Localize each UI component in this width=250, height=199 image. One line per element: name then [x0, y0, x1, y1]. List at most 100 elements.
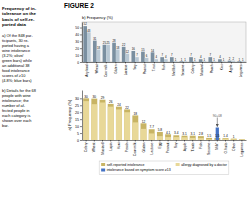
x-tick-label: Wheat [95, 64, 99, 73]
x-tick: Other [232, 140, 236, 151]
bar [231, 139, 237, 140]
data-label: 16 [132, 47, 136, 51]
x-tick: Mustard [101, 140, 105, 155]
bar [207, 140, 210, 141]
x-tick-mark [240, 62, 241, 64]
x-tick-label: Lactose [123, 64, 127, 75]
x-tick: Milk* [215, 140, 219, 150]
x-tick-label: Sesame [207, 142, 211, 155]
y-tick-label: 5 [77, 132, 79, 136]
data-label: 31 [93, 37, 97, 41]
x-tick-mark [135, 62, 136, 64]
legend-swatch [101, 163, 105, 166]
bar [231, 139, 237, 140]
x-tick-label: T.nut [152, 64, 156, 71]
bar [157, 132, 163, 140]
bar [208, 57, 212, 62]
legend-label: self-reported intolerance [107, 163, 145, 167]
bar [103, 45, 107, 62]
x-axis-line [83, 140, 247, 141]
bar [141, 52, 145, 62]
y-tick: 25 [75, 104, 82, 108]
x-tick-mark [159, 140, 160, 142]
bar [131, 51, 135, 62]
bar [134, 140, 137, 141]
x-tick-mark [127, 140, 128, 142]
bar [91, 99, 97, 140]
bar [116, 50, 120, 62]
x-tick-mark [192, 62, 193, 64]
bar [173, 137, 179, 140]
x-tick-mark [106, 62, 107, 64]
bar [83, 101, 89, 140]
data-label: 25 [107, 41, 111, 45]
bar [240, 140, 243, 141]
x-tick-mark [231, 62, 232, 64]
x-tick-label: Mustard [101, 142, 105, 154]
data-label: 22 [122, 43, 126, 47]
bar [116, 109, 122, 140]
y-tick: 20 [75, 47, 82, 51]
data-label: 1.5 [207, 134, 212, 138]
x-tick: Cow milk [133, 140, 137, 156]
data-label: 12 [126, 50, 130, 54]
legend: self-reported intoleranceallergy diagnos… [99, 161, 229, 175]
bar [91, 104, 97, 140]
x-tick-label: Lactose [150, 142, 154, 154]
x-tick: Soy [133, 62, 137, 70]
data-label: 12 [142, 120, 146, 124]
bar [223, 139, 229, 140]
x-tick-label: Peach [210, 64, 214, 73]
bar [106, 45, 110, 62]
data-label: 1 [184, 58, 186, 62]
data-label: 28 [112, 39, 116, 43]
bar [175, 140, 178, 141]
x-tick-label: Legumes [239, 64, 243, 77]
x-tick: Fish [162, 62, 166, 70]
x-tick: Peach [125, 140, 129, 152]
data-label: 14 [151, 49, 155, 53]
x-tick: Sesame [181, 62, 185, 76]
x-tick-mark [110, 140, 111, 142]
x-tick-label: Kiwi [117, 142, 121, 148]
x-tick-label: Shellfish [172, 64, 176, 76]
data-label: 4 [155, 55, 157, 59]
x-tick: Legumes [239, 62, 243, 77]
x-tick-mark [212, 62, 213, 64]
x-tick-label: Any food [85, 64, 89, 76]
x-tick-label: Apple [183, 142, 187, 151]
bar [198, 136, 204, 140]
bar [173, 135, 179, 140]
bar [206, 138, 212, 140]
y-tick-mark [80, 105, 82, 106]
data-label: 5.8 [158, 128, 163, 132]
side-note-line: tolerance on the [2, 11, 36, 16]
y-tick-label: 0 [77, 139, 79, 143]
x-tick-mark [241, 140, 242, 142]
legend-item: intolerance based on symptom score ≥13 [101, 168, 171, 172]
x-tick-label: Legumes [240, 142, 244, 156]
x-tick-mark [87, 62, 88, 64]
x-tick-mark [168, 140, 169, 142]
bar [142, 140, 145, 141]
x-tick-mark [86, 140, 87, 142]
x-tick: Gluten [142, 140, 146, 153]
bar [239, 139, 245, 140]
x-tick: Celery [191, 62, 195, 73]
data-label: 1 [213, 58, 215, 62]
y-tick-mark [80, 133, 82, 134]
x-tick-label: Peanut [143, 64, 147, 74]
x-tick-label: Peach [125, 142, 129, 152]
data-label: 1 [175, 58, 177, 62]
figure: FIGURE 2Frequency of in-tolerance on the… [0, 0, 250, 199]
bar [100, 100, 106, 140]
x-tick-label: Milk* [215, 142, 219, 150]
bar [216, 128, 219, 141]
data-label: 18 [97, 46, 101, 50]
data-label: 1 [238, 58, 240, 62]
y-axis: 01020304050 [75, 23, 82, 65]
bar [165, 134, 171, 140]
x-tick-label: Celery [84, 142, 88, 152]
data-label: 52 [84, 22, 88, 26]
data-label: 1 [204, 58, 206, 62]
